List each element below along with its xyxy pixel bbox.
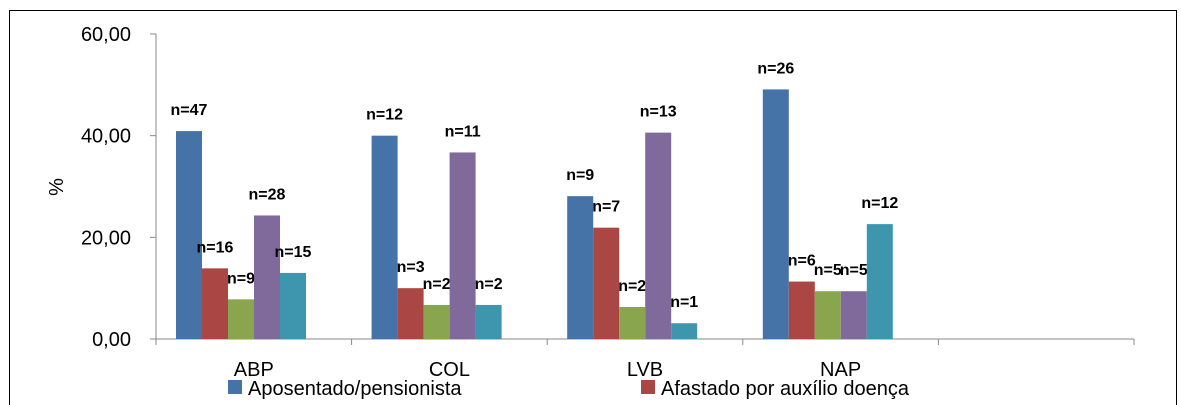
bar <box>567 196 594 339</box>
bar <box>814 291 841 339</box>
data-label: n=7 <box>592 199 620 216</box>
data-label: n=5 <box>814 262 842 279</box>
data-label: n=2 <box>475 276 503 293</box>
bar <box>762 89 789 340</box>
bar <box>423 304 450 339</box>
legend-swatch <box>641 380 655 394</box>
data-label: n=6 <box>788 253 816 270</box>
data-label: n=26 <box>757 60 794 77</box>
data-label: n=15 <box>275 244 312 261</box>
bar <box>371 135 398 339</box>
bar <box>176 131 202 339</box>
legend-label: Aposentado/pensionista <box>248 378 462 400</box>
legend-label: Afastado por auxílio doença <box>661 378 910 400</box>
y-tick-label: 40,00 <box>81 126 131 148</box>
bar <box>788 281 815 339</box>
x-tick-label: COL <box>429 359 470 381</box>
bar <box>619 306 646 339</box>
bar <box>671 323 698 339</box>
data-label: n=13 <box>640 104 677 121</box>
data-label: n=2 <box>618 278 646 295</box>
chart-frame <box>9 10 1177 405</box>
bar <box>475 304 502 339</box>
bar <box>866 224 893 339</box>
bar <box>645 132 672 339</box>
bar <box>254 215 280 339</box>
legend-swatch <box>228 380 242 394</box>
bar <box>228 299 254 339</box>
y-tick-label: 0,00 <box>92 329 131 351</box>
y-axis-label: % <box>46 178 68 196</box>
data-label: n=9 <box>566 167 594 184</box>
y-tick-label: 60,00 <box>81 24 131 46</box>
y-tick-label: 20,00 <box>81 227 131 249</box>
data-label: n=12 <box>366 107 403 124</box>
bar <box>449 152 476 339</box>
data-label: n=9 <box>227 270 255 287</box>
data-label: n=28 <box>249 186 286 203</box>
data-label: n=2 <box>423 276 451 293</box>
data-label: n=12 <box>861 195 898 212</box>
data-label: n=5 <box>840 262 868 279</box>
data-label: n=47 <box>171 102 208 119</box>
data-label: n=16 <box>197 239 234 256</box>
data-label: n=3 <box>397 259 425 276</box>
x-tick-label: LVB <box>627 359 663 381</box>
x-tick-label: ABP <box>234 359 274 381</box>
bar <box>840 291 867 339</box>
x-tick-label: NAP <box>820 359 861 381</box>
bar <box>280 272 306 339</box>
bar <box>397 288 424 339</box>
bar <box>593 227 620 339</box>
data-label: n=11 <box>445 123 481 140</box>
data-label: n=1 <box>670 294 698 311</box>
bar <box>202 268 228 339</box>
